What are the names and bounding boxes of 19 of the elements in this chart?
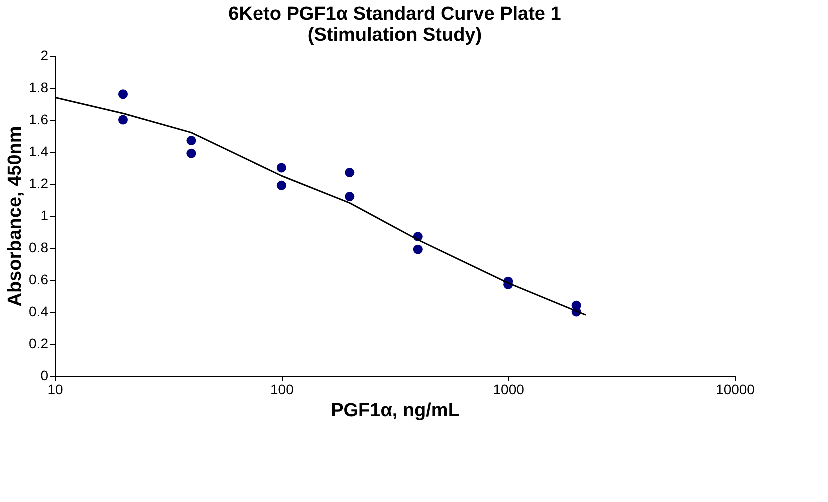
x-tick-label: 100 <box>270 382 294 398</box>
y-tick-label: 1.8 <box>29 80 49 96</box>
y-axis-title: Absorbance, 450nm <box>5 126 26 307</box>
chart-subtitle: (Stimulation Study) <box>308 25 482 46</box>
y-tick-label: 1.4 <box>29 144 49 160</box>
y-tick-label: 0.2 <box>29 336 49 352</box>
y-tick-label: 1.6 <box>29 112 49 128</box>
y-tick-label: 0 <box>40 368 49 384</box>
x-tick-label: 10 <box>48 382 64 398</box>
y-tick-label: 1.2 <box>29 176 49 192</box>
x-tick-label: 1000 <box>493 382 525 398</box>
x-tick-label: 10000 <box>716 382 756 398</box>
y-tick-label: 2 <box>40 48 49 64</box>
y-tick-label: 1 <box>40 208 49 224</box>
x-axis-title: PGF1α, ng/mL <box>331 400 460 422</box>
y-tick-label: 0.6 <box>29 272 49 288</box>
y-tick-label: 0.4 <box>29 304 49 320</box>
chart-title: 6Keto PGF1α Standard Curve Plate 1 <box>228 4 562 25</box>
y-tick-label: 0.8 <box>29 240 49 256</box>
